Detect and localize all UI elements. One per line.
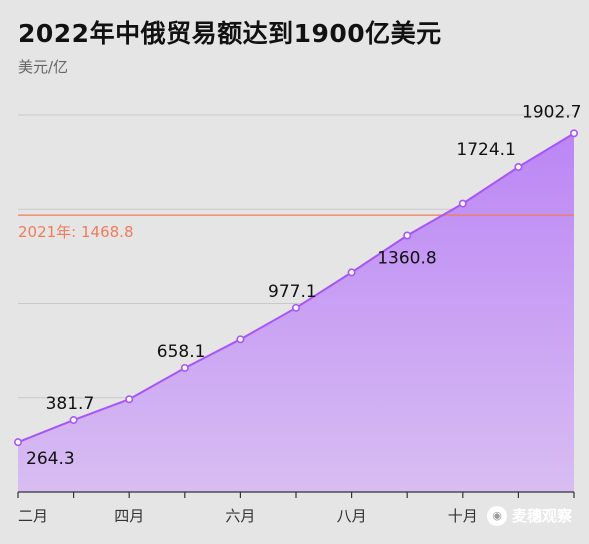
data-label: 1902.7 — [522, 102, 581, 122]
data-point — [69, 416, 78, 425]
data-label: 381.7 — [46, 394, 95, 414]
reference-label: 2021年: 1468.8 — [18, 223, 133, 241]
data-point — [569, 129, 578, 138]
unit-label: 美元/亿 — [18, 58, 69, 76]
area-fill — [18, 133, 574, 492]
data-label: 658.1 — [157, 342, 206, 362]
data-point — [403, 231, 412, 240]
x-tick-label: 四月 — [114, 507, 144, 525]
x-tick-label: 二月 — [18, 507, 48, 525]
watermark-text: 麦穗观察 — [512, 507, 573, 525]
wechat-icon: ◉ — [487, 505, 507, 526]
x-tick-label: 八月 — [337, 507, 367, 525]
data-point — [14, 438, 23, 447]
data-label: 977.1 — [268, 282, 317, 302]
data-label: 1360.8 — [377, 248, 436, 268]
data-label: 1724.1 — [456, 140, 515, 160]
data-point — [347, 268, 356, 277]
chart-title: 2022年中俄贸易额达到1900亿美元 — [18, 19, 442, 48]
data-point — [236, 335, 245, 344]
data-point — [291, 303, 300, 312]
x-tick-label: 十月 — [448, 507, 478, 525]
x-tick-label: 六月 — [225, 507, 255, 525]
data-point — [514, 163, 523, 172]
watermark: ◉ 麦穗观察 — [487, 505, 572, 526]
data-point — [180, 363, 189, 372]
data-point — [458, 199, 467, 208]
data-point — [125, 395, 134, 404]
data-label: 264.3 — [26, 449, 75, 469]
